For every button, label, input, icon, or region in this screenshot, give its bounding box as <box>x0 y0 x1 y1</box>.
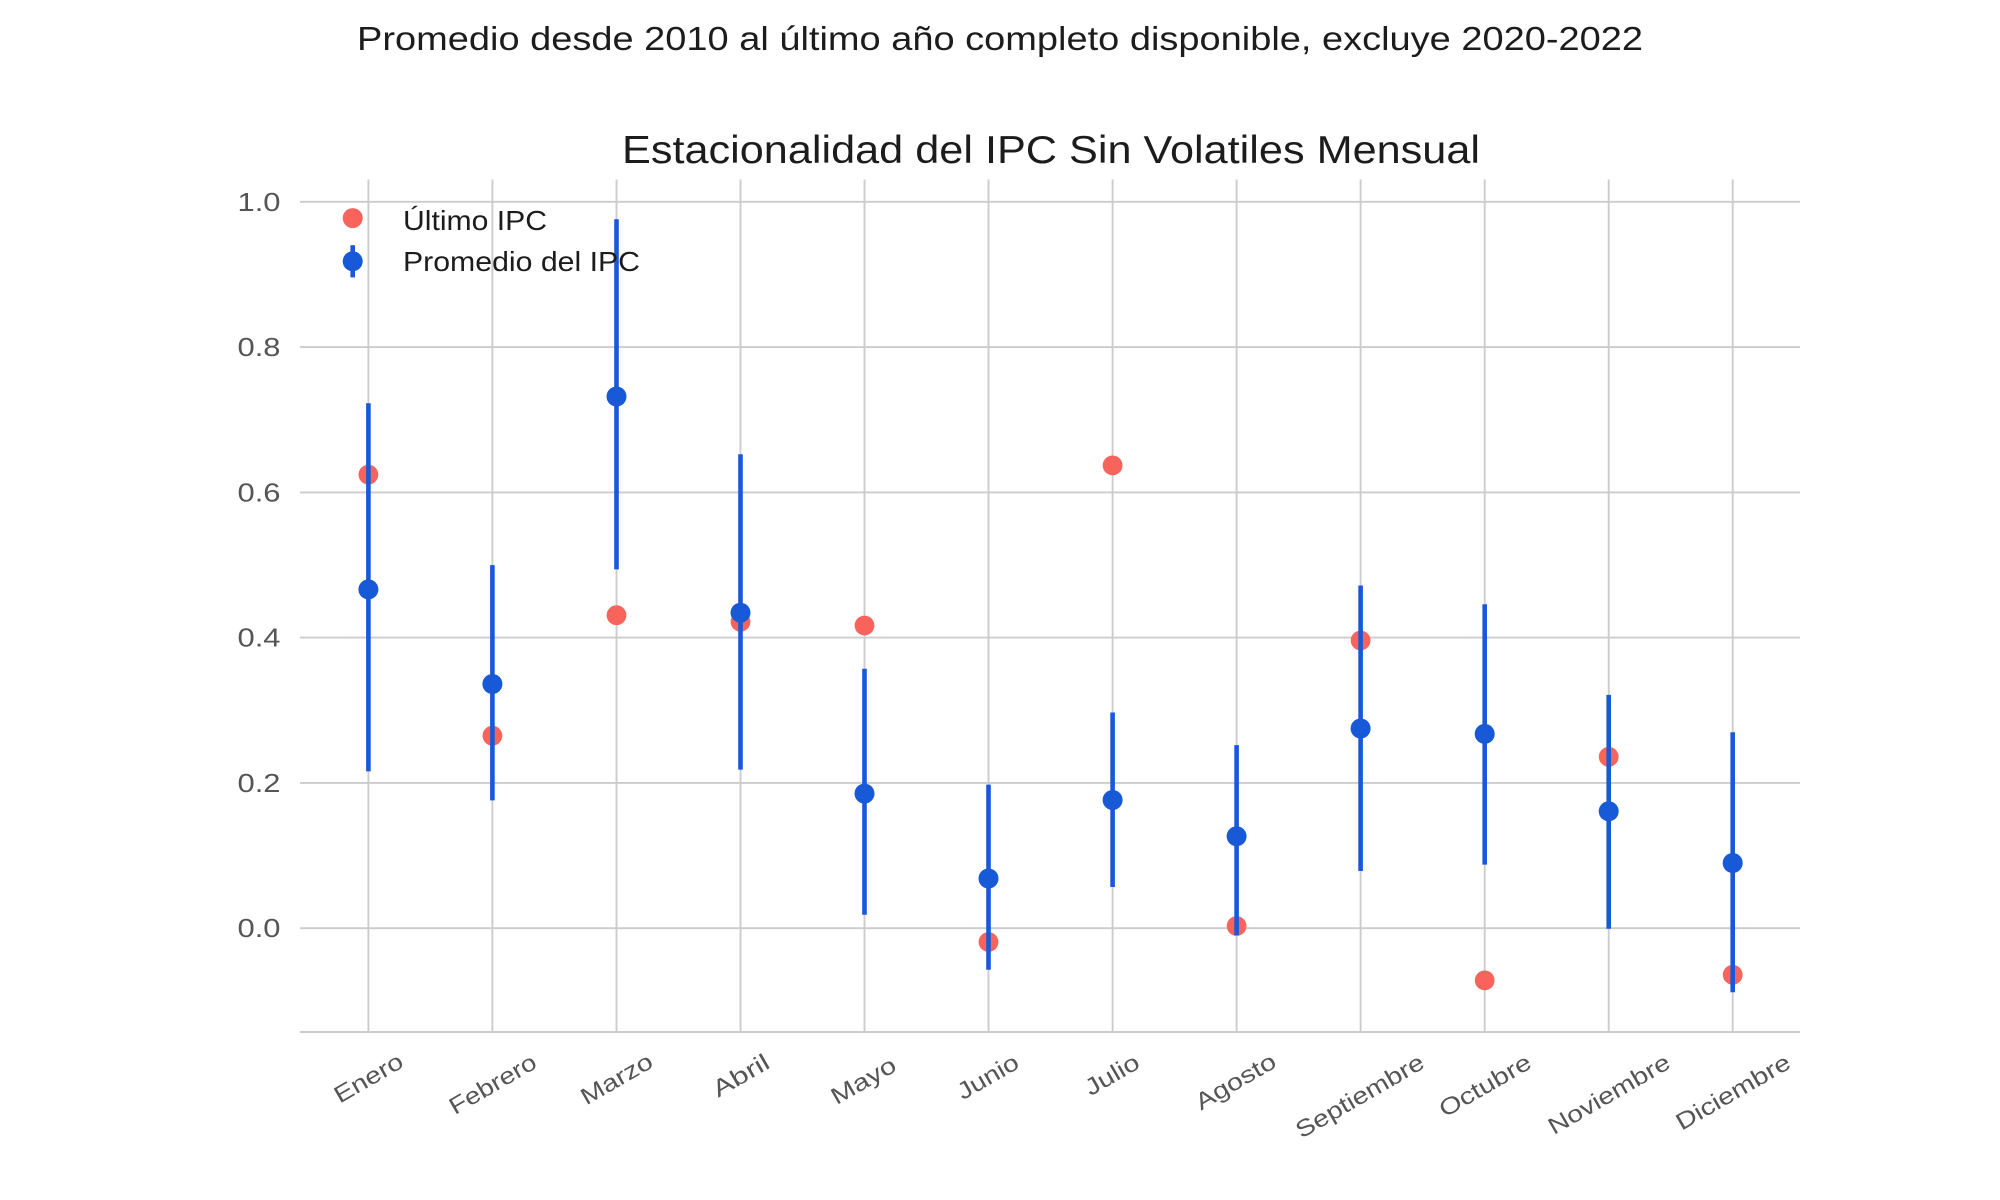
svg-text:0.6: 0.6 <box>238 479 281 507</box>
svg-text:Estacionalidad del IPC Sin Vol: Estacionalidad del IPC Sin Volatiles Men… <box>622 129 1480 172</box>
svg-text:0.2: 0.2 <box>238 770 281 798</box>
svg-text:1.0: 1.0 <box>238 189 281 217</box>
svg-text:0.0: 0.0 <box>238 915 281 943</box>
svg-text:Promedio desde 2010 al último: Promedio desde 2010 al último año comple… <box>357 21 1643 58</box>
svg-text:Último IPC: Último IPC <box>403 205 547 236</box>
svg-text:0.4: 0.4 <box>238 625 281 653</box>
svg-text:Promedio del IPC: Promedio del IPC <box>403 246 640 277</box>
svg-text:0.8: 0.8 <box>238 334 281 362</box>
